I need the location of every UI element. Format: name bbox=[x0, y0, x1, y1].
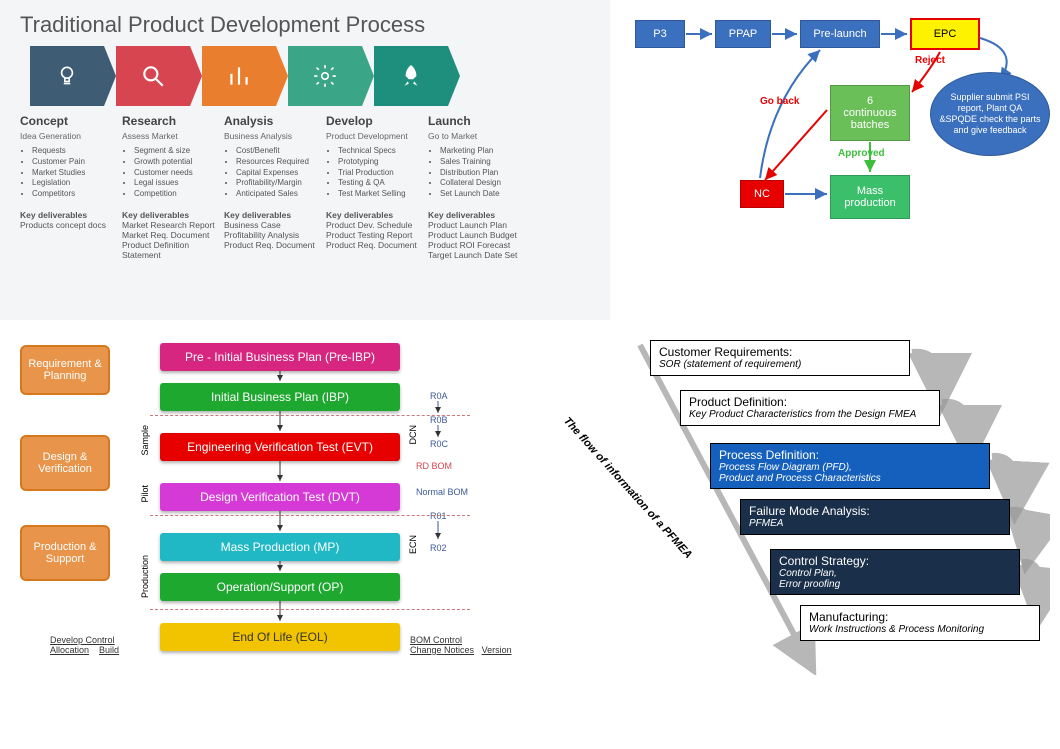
chevron-analysis bbox=[190, 46, 288, 106]
chevron-launch bbox=[362, 46, 460, 106]
vtext-2: Production bbox=[140, 555, 150, 598]
stage-6: End Of Life (EOL) bbox=[160, 623, 400, 651]
stage-1: Initial Business Plan (IBP) bbox=[160, 383, 400, 411]
node-mass: Massproduction bbox=[830, 175, 910, 219]
col-develop: DevelopProduct DevelopmentTechnical Spec… bbox=[326, 114, 422, 260]
chevron-row bbox=[18, 46, 610, 106]
dash-2 bbox=[150, 515, 470, 516]
pfmea-step-2: Process Definition:Process Flow Diagram … bbox=[710, 443, 990, 489]
vtext-0: Sample bbox=[140, 425, 150, 456]
chevron-develop bbox=[276, 46, 374, 106]
node-prelaunch: Pre-launch bbox=[800, 20, 880, 48]
diagonal-label: The flow of information of a PFMEA bbox=[561, 415, 694, 561]
traditional-process-panel: Traditional Product Development Process … bbox=[0, 0, 610, 320]
foot-left: Develop Control Allocation Build bbox=[50, 635, 119, 655]
ann-1: R0B bbox=[430, 415, 448, 425]
dash-1 bbox=[150, 415, 470, 416]
pfmea-step-1: Product Definition:Key Product Character… bbox=[680, 390, 940, 426]
vtext-3: DCN bbox=[408, 425, 418, 445]
vtext-1: Pilot bbox=[140, 485, 150, 503]
stage-4: Mass Production (MP) bbox=[160, 533, 400, 561]
label-approved: Approved bbox=[838, 148, 885, 159]
node-epc: EPC bbox=[910, 18, 980, 50]
dash-3 bbox=[150, 609, 470, 610]
stage-3: Design Verification Test (DVT) bbox=[160, 483, 400, 511]
node-six: 6continuousbatches bbox=[830, 85, 910, 141]
pfmea-step-3: Failure Mode Analysis:PFMEA bbox=[740, 499, 1010, 535]
col-analysis: AnalysisBusiness AnalysisCost/BenefitRes… bbox=[224, 114, 320, 260]
label-goback: Go back bbox=[760, 96, 799, 107]
label-reject: Reject bbox=[915, 55, 945, 66]
pfmea-step-4: Control Strategy:Control Plan,Error proo… bbox=[770, 549, 1020, 595]
col-research: ResearchAssess MarketSegment & sizeGrowt… bbox=[122, 114, 218, 260]
stage-0: Pre - Initial Business Plan (Pre-IBP) bbox=[160, 343, 400, 371]
vtext-4: ECN bbox=[408, 535, 418, 554]
ann-5: R01 bbox=[430, 511, 447, 521]
ann-3: RD BOM bbox=[416, 461, 452, 471]
pfmea-step-0: Customer Requirements:SOR (statement of … bbox=[650, 340, 910, 376]
pfmea-step-5: Manufacturing:Work Instructions & Proces… bbox=[800, 605, 1040, 641]
node-p3: P3 bbox=[635, 20, 685, 48]
stage-5: Operation/Support (OP) bbox=[160, 573, 400, 601]
foot-right: BOM Control Change Notices Version bbox=[410, 635, 512, 655]
chevron-research bbox=[104, 46, 202, 106]
flow-arrows bbox=[620, 10, 1050, 310]
phase-1: Design & Verification bbox=[20, 435, 110, 491]
epc-flowchart: P3 PPAP Pre-launch EPC 6continuousbatches Mas… bbox=[620, 10, 1050, 310]
stage-columns: ConceptIdea GenerationRequestsCustomer P… bbox=[20, 114, 610, 260]
phase-2: Production & Support bbox=[20, 525, 110, 581]
panel-title: Traditional Product Development Process bbox=[0, 0, 610, 46]
lifecycle-panel: Requirement & Planning Design & Verificat… bbox=[0, 335, 560, 695]
col-launch: LaunchGo to MarketMarketing PlanSales Tr… bbox=[428, 114, 524, 260]
phase-0: Requirement & Planning bbox=[20, 345, 110, 395]
node-oval: Supplier submit PSI report, Plant QA &SP… bbox=[930, 72, 1050, 156]
ann-4: Normal BOM bbox=[416, 487, 468, 497]
col-concept: ConceptIdea GenerationRequestsCustomer P… bbox=[20, 114, 116, 260]
pfmea-panel: The flow of information of a PFMEA Custo… bbox=[620, 335, 1050, 695]
node-ppap: PPAP bbox=[715, 20, 771, 48]
node-nc: NC bbox=[740, 180, 784, 208]
ann-0: R0A bbox=[430, 391, 448, 401]
chevron-concept bbox=[18, 46, 116, 106]
stage-2: Engineering Verification Test (EVT) bbox=[160, 433, 400, 461]
ann-6: R02 bbox=[430, 543, 447, 553]
ann-2: R0C bbox=[430, 439, 448, 449]
